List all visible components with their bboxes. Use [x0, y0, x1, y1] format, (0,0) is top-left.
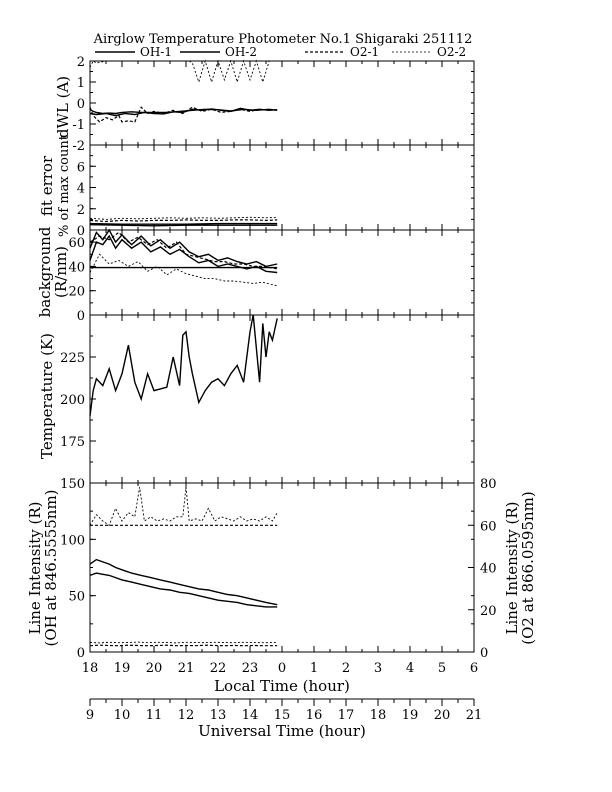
ylabel-fit-1: fit error	[38, 155, 56, 216]
y-tick-label: 175	[60, 435, 85, 450]
x-ut-tick-label: 11	[146, 708, 163, 723]
y-tick-label: 40	[68, 260, 85, 275]
legend: OH-1 OH-2 O2-1 O2-2	[95, 45, 466, 59]
x-ut-tick-label: 12	[178, 708, 195, 723]
series-bg-o2-2	[89, 253, 278, 287]
panel-frame-int	[89, 482, 475, 653]
x-ut-tick-label: 16	[306, 708, 323, 723]
x-local-tick-label: 2	[342, 661, 350, 676]
y-tick-label: 0	[77, 97, 85, 112]
series-int-o2-2-top	[89, 487, 278, 526]
y-tick-label: 2	[77, 55, 85, 70]
series-bg-o2-1	[89, 231, 278, 270]
legend-label-oh1: OH-1	[140, 45, 172, 59]
series-temp-oh-1	[89, 314, 278, 416]
x-local-tick-label: 4	[406, 661, 414, 676]
legend-label-oh2: OH-2	[225, 45, 257, 59]
y-tick-label: 6	[77, 160, 85, 175]
series-fit-o2-1	[89, 219, 278, 223]
x-ut-tick-label: 17	[338, 708, 355, 723]
ylabel-int-right-2: (O2 at 866.0595nm)	[519, 491, 537, 645]
legend-label-o22: O2-2	[437, 45, 466, 59]
x-local-tick-label: 1	[310, 661, 318, 676]
y-tick-label: -1	[72, 118, 85, 133]
y-tick-label: 200	[60, 393, 85, 408]
ylabel-bg-1: background	[36, 226, 54, 317]
panel-frame-temp	[89, 314, 475, 484]
x-ut-tick-label: 10	[114, 708, 131, 723]
y-tick-label: 60	[68, 236, 85, 251]
ylabel-temp: Temperature (K)	[38, 333, 56, 459]
x-local-tick-label: 20	[146, 661, 163, 676]
y-tick-label: 0	[77, 224, 85, 239]
x-local-tick-label: 3	[374, 661, 382, 676]
x-local-tick-label: 5	[438, 661, 446, 676]
panel-frame-dwl	[89, 60, 475, 146]
chart-title: Airglow Temperature Photometer No.1 Shig…	[93, 32, 473, 47]
x-local-tick-label: 21	[178, 661, 195, 676]
xlabel-local: Local Time (hour)	[214, 677, 350, 695]
series-int-oh-2	[89, 558, 278, 606]
y-right-tick-label: 0	[480, 646, 488, 661]
x-local-tick-label: 19	[114, 661, 131, 676]
y-tick-label: 150	[60, 477, 85, 492]
series-dwl-o2-2	[89, 59, 278, 84]
y-tick-label: 2	[77, 203, 85, 218]
y-right-tick-label: 60	[480, 519, 497, 534]
x-local-tick-label: 6	[470, 661, 478, 676]
series-bg-oh-2	[89, 228, 278, 268]
legend-label-o21: O2-1	[350, 45, 379, 59]
xlabel-ut: Universal Time (hour)	[198, 722, 366, 740]
x-ut-tick-label: 14	[242, 708, 259, 723]
x-local-tick-label: 0	[278, 661, 286, 676]
x-local-tick-label: 18	[82, 661, 99, 676]
y-tick-label: 4	[77, 182, 85, 197]
y-right-tick-label: 20	[480, 604, 497, 619]
series-fit-o2-2	[89, 216, 278, 220]
series-fit-oh-2	[89, 222, 278, 225]
series-int-o2-2	[89, 641, 278, 644]
y-tick-label: 1	[77, 76, 85, 91]
x-ut-tick-label: 21	[466, 708, 483, 723]
panel-frame-fit	[89, 144, 475, 231]
y-tick-label: 20	[68, 285, 85, 300]
ylabel-int-2: (OH at 846.5555nm)	[42, 489, 60, 646]
y-tick-label: -2	[72, 139, 85, 154]
x-local-tick-label: 23	[242, 661, 259, 676]
y-tick-label: 100	[60, 533, 85, 548]
x-ut-tick-label: 19	[402, 708, 419, 723]
x-ut-tick-label: 15	[274, 708, 291, 723]
series-dwl-o2-1	[89, 106, 270, 123]
x-ut-tick-label: 18	[370, 708, 387, 723]
y-tick-label: 0	[77, 646, 85, 661]
x-ut-tick-label: 13	[210, 708, 227, 723]
x-ut-tick-label: 9	[86, 708, 94, 723]
ylabel-bg-2: (R/nm)	[52, 246, 70, 298]
ylabel-int-right-1: Line Intensity (R)	[503, 502, 521, 635]
series-int-oh-1	[89, 572, 278, 608]
x-local-tick-label: 22	[210, 661, 227, 676]
ylabel-int-1: Line Intensity (R)	[26, 502, 44, 635]
ylabel-fit-2: % of max count	[57, 134, 72, 237]
y-right-tick-label: 40	[480, 562, 497, 577]
series-int-o2-1	[89, 644, 278, 647]
y-tick-label: 0	[77, 309, 85, 324]
y-right-tick-label: 80	[480, 477, 497, 492]
x-ut-tick-label: 20	[434, 708, 451, 723]
y-tick-label: 225	[60, 351, 85, 366]
y-tick-label: 50	[68, 590, 85, 605]
series-fit-oh-1	[89, 224, 278, 227]
ylabel-dwl: dWL (A)	[54, 76, 72, 138]
